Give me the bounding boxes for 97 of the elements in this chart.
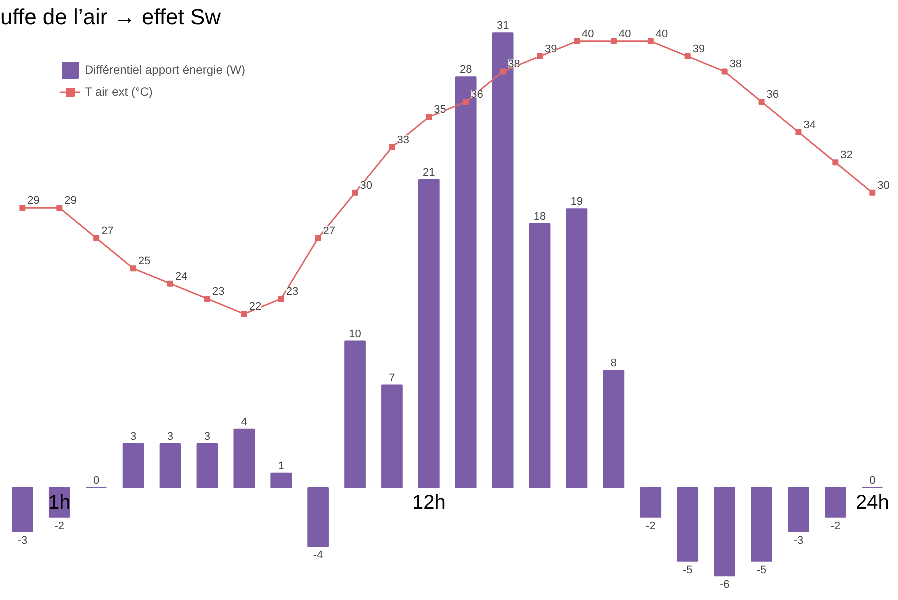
data-label: 36 [766, 89, 780, 102]
data-label: 3 [204, 430, 211, 443]
data-label: 32 [840, 150, 853, 162]
data-label: 40 [618, 28, 632, 40]
bar [382, 384, 403, 489]
point [832, 160, 839, 166]
data-label: 23 [212, 286, 225, 298]
point [426, 114, 432, 120]
point [463, 99, 470, 106]
data-label: 34 [804, 119, 816, 132]
point [796, 129, 802, 136]
data-label: 18 [534, 210, 546, 223]
x-tick-label: 24h [856, 492, 890, 514]
point [610, 38, 617, 44]
data-label: 24 [175, 270, 188, 283]
data-label: -2 [54, 520, 65, 532]
data-label: -3 [794, 535, 804, 548]
data-label: 39 [692, 44, 706, 56]
data-label: 40 [656, 28, 668, 40]
point [94, 235, 100, 242]
bar [270, 472, 292, 489]
data-label: 8 [610, 358, 618, 370]
data-label: -2 [646, 520, 656, 532]
data-label: 0 [94, 475, 100, 488]
point [204, 296, 210, 302]
bar [825, 488, 846, 518]
data-label: 31 [496, 20, 510, 32]
bar [196, 443, 218, 489]
data-label: 38 [730, 58, 742, 71]
point [315, 235, 322, 242]
data-label: 40 [582, 28, 594, 40]
bar [529, 223, 551, 489]
point [56, 205, 63, 212]
data-label: -5 [682, 564, 693, 576]
x-tick-label: 12h [412, 492, 446, 514]
data-label: 30 [878, 180, 890, 192]
data-label: 25 [138, 256, 151, 268]
point [278, 296, 284, 302]
bar [122, 443, 144, 489]
data-label: 1 [278, 460, 284, 472]
data-label: 7 [389, 372, 396, 384]
data-label: 29 [28, 195, 40, 208]
bar [566, 208, 588, 489]
legend-label: Différentiel apport énergie (W) [85, 63, 246, 77]
data-label: 35 [434, 104, 446, 116]
point [389, 144, 396, 150]
point [537, 54, 544, 60]
legend-label: T air ext (°C) [85, 85, 153, 99]
point [500, 68, 506, 75]
data-label: 10 [349, 328, 362, 340]
bar [677, 488, 699, 562]
bar [344, 340, 366, 489]
point [722, 68, 728, 75]
chart-title: uffe de l’air → effet Sw [0, 4, 222, 30]
data-label: -3 [18, 535, 28, 548]
point [241, 311, 248, 318]
data-label: 19 [570, 196, 584, 208]
point [352, 190, 358, 196]
bar [12, 488, 34, 533]
point [130, 266, 137, 272]
data-label: 21 [423, 166, 436, 179]
data-label: 39 [545, 44, 558, 56]
data-label: 30 [360, 180, 373, 192]
data-label: 27 [323, 225, 336, 238]
point [167, 280, 174, 287]
bar [788, 488, 810, 533]
data-label: 3 [167, 430, 174, 443]
point [870, 190, 876, 196]
data-label: 27 [102, 225, 114, 238]
data-label: -6 [720, 579, 730, 592]
bar [418, 179, 440, 489]
point [758, 99, 765, 106]
data-label: -4 [313, 550, 324, 562]
bar [640, 488, 662, 518]
point [684, 54, 691, 60]
data-label: 3 [130, 430, 137, 443]
data-label: 22 [249, 301, 262, 314]
point [574, 38, 580, 44]
data-label: 36 [471, 89, 484, 102]
data-label: 28 [460, 64, 472, 76]
data-label: 33 [397, 134, 410, 146]
data-label: 4 [241, 416, 248, 428]
point [20, 205, 26, 212]
data-label: 38 [508, 58, 520, 71]
bar [751, 488, 772, 562]
data-label: 23 [286, 286, 299, 298]
bar [308, 488, 329, 548]
bar [160, 443, 182, 489]
x-tick-label: 1h [48, 492, 71, 514]
data-label: 29 [64, 195, 77, 208]
data-label: -5 [756, 564, 767, 576]
bar [603, 370, 625, 489]
data-label: 0 [870, 475, 876, 488]
point [648, 38, 654, 44]
data-label: -2 [830, 520, 841, 532]
bar [714, 488, 736, 577]
bar [234, 428, 256, 489]
